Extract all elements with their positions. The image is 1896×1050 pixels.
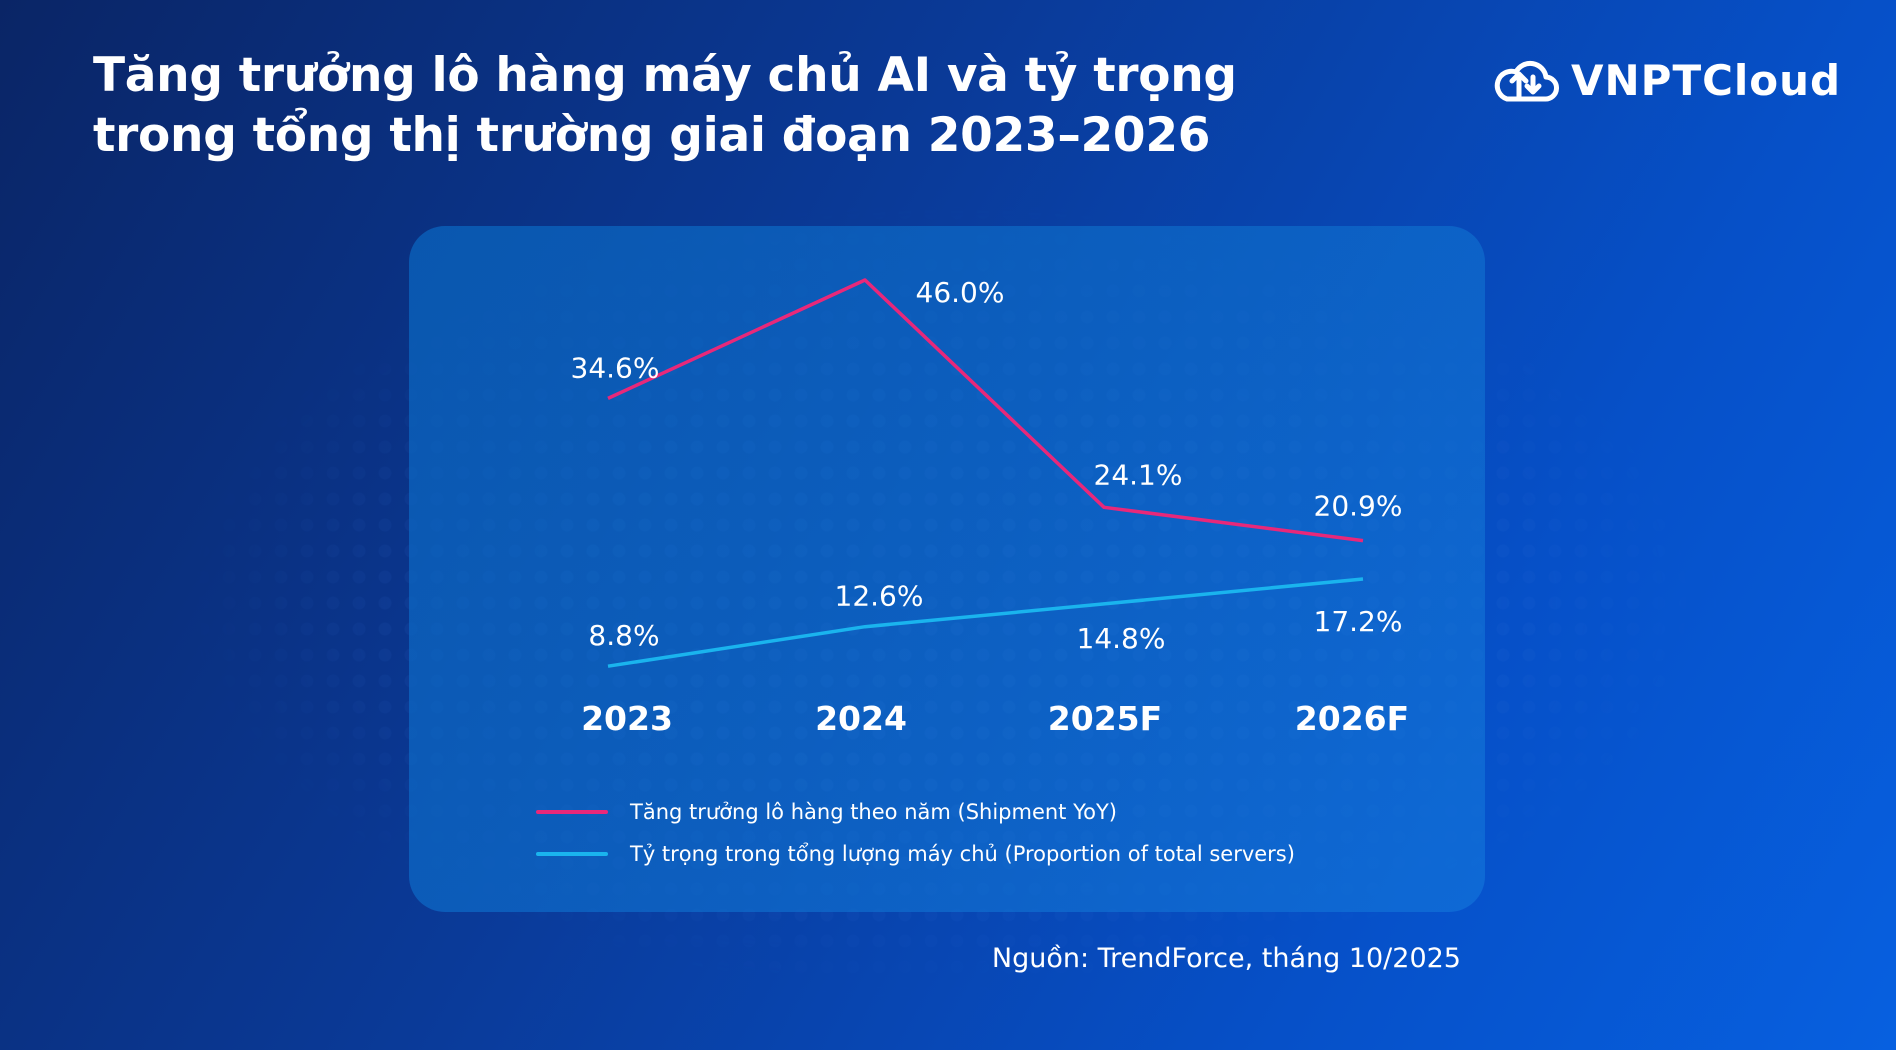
x-tick-label: 2025F [1048, 699, 1162, 738]
data-label-proportion: 8.8% [588, 619, 659, 652]
data-label-proportion: 12.6% [835, 580, 924, 613]
series-line-proportion [607, 577, 1364, 668]
legend-item-shipment: Tăng trưởng lô hàng theo năm (Shipment Y… [536, 800, 1117, 824]
series-line-shipment [607, 278, 1364, 543]
x-tick-label: 2026F [1295, 699, 1409, 738]
legend-swatch-proportion [536, 852, 608, 856]
legend-swatch-shipment [536, 810, 608, 814]
x-tick-label: 2024 [815, 699, 907, 738]
vnpt-cloud-logo: VNPTCloud [1493, 56, 1841, 105]
cloud-upload-download-icon [1494, 60, 1559, 101]
data-label-shipment: 34.6% [571, 351, 660, 384]
data-label-shipment: 20.9% [1314, 490, 1403, 523]
x-tick-label: 2023 [581, 699, 673, 738]
page-title: Tăng trưởng lô hàng máy chủ AI và tỷ trọ… [93, 46, 1237, 166]
logo-text: VNPTCloud [1571, 56, 1842, 105]
data-label-proportion: 17.2% [1314, 605, 1403, 638]
data-label-shipment: 24.1% [1094, 458, 1183, 491]
title-line-2: trong tổng thị trường giai đoạn 2023–202… [93, 108, 1211, 163]
legend-item-proportion: Tỷ trọng trong tổng lượng máy chủ (Propo… [536, 842, 1295, 866]
title-line-1: Tăng trưởng lô hàng máy chủ AI và tỷ trọ… [93, 48, 1237, 103]
data-label-proportion: 14.8% [1077, 622, 1166, 655]
source-note: Nguồn: TrendForce, tháng 10/2025 [991, 943, 1461, 974]
data-label-shipment: 46.0% [916, 276, 1005, 309]
chart-card [409, 226, 1485, 912]
legend-label-proportion: Tỷ trọng trong tổng lượng máy chủ (Propo… [630, 842, 1295, 866]
legend-label-shipment: Tăng trưởng lô hàng theo năm (Shipment Y… [630, 800, 1117, 824]
